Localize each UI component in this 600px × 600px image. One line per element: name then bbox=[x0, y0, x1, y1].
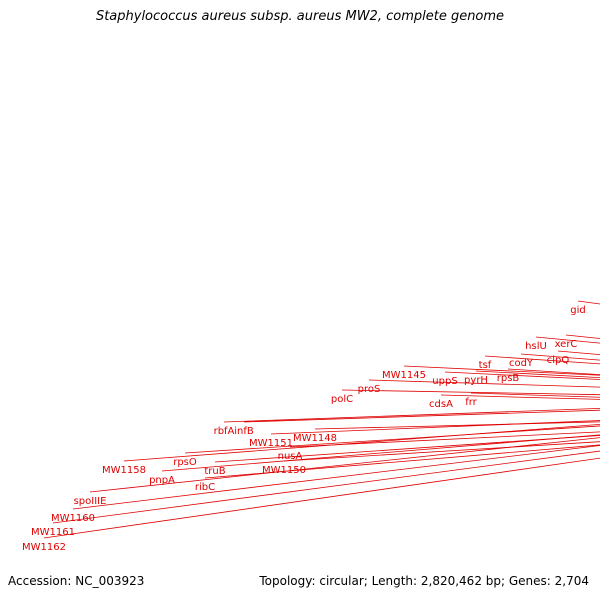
gene-leader-line bbox=[289, 431, 600, 448]
gene-leader-line bbox=[283, 441, 600, 462]
gene-leader-line bbox=[123, 423, 600, 462]
gene-label: uppS bbox=[432, 376, 457, 387]
gene-label: polC bbox=[331, 394, 353, 405]
gene-leader-line bbox=[72, 445, 600, 510]
gene-label: infB bbox=[234, 426, 254, 437]
gene-leader-line bbox=[204, 444, 600, 479]
gene-label: MW1148 bbox=[293, 433, 337, 444]
gene-label: pnpA bbox=[149, 475, 175, 486]
gene-label: frr bbox=[465, 397, 477, 408]
gene-label: MW1161 bbox=[31, 527, 75, 538]
gene-leader-line bbox=[89, 437, 600, 493]
gene-leader-line bbox=[184, 425, 600, 454]
gene-label: spoIIIE bbox=[74, 496, 107, 507]
gene-label: clpQ bbox=[547, 355, 570, 366]
gene-label: MW1158 bbox=[102, 465, 146, 476]
gene-leader-line bbox=[368, 379, 600, 388]
gene-leader-line bbox=[52, 450, 600, 524]
gene-leader-line bbox=[161, 434, 600, 472]
gene-leader-line bbox=[341, 389, 600, 396]
gene-label: MW1160 bbox=[51, 513, 95, 524]
gene-leader-line bbox=[270, 420, 600, 435]
gene-label: gid bbox=[570, 305, 585, 316]
gene-label: rpsB bbox=[497, 373, 520, 384]
gene-label: codY bbox=[509, 358, 534, 369]
gene-label: tsf bbox=[479, 360, 492, 371]
gene-label: hslU bbox=[525, 341, 547, 352]
gene-leader-line bbox=[43, 457, 600, 539]
gene-label: rpsO bbox=[173, 457, 197, 468]
gene-leader-line bbox=[214, 435, 600, 463]
gene-label: proS bbox=[358, 384, 381, 395]
gene-leader-line bbox=[484, 355, 600, 365]
gene-label: ribC bbox=[195, 482, 215, 493]
gene-label: rbfA bbox=[214, 426, 235, 437]
genome-title: Staphylococcus aureus subsp. aureus MW2,… bbox=[95, 9, 505, 24]
genome-summary-text: Topology: circular; Length: 2,820,462 bp… bbox=[259, 574, 589, 588]
gene-label: cdsA bbox=[429, 399, 453, 410]
gene-leader-line bbox=[475, 370, 600, 378]
gene-leader-line bbox=[223, 407, 600, 423]
gene-label: MW1145 bbox=[382, 370, 426, 381]
gene-leader-line bbox=[243, 409, 600, 423]
gene-label: pyrH bbox=[464, 375, 488, 386]
accession-text: Accession: NC_003923 bbox=[8, 574, 145, 588]
gene-label: MW1150 bbox=[262, 465, 306, 476]
gene-label: MW1162 bbox=[22, 542, 66, 553]
gene-label: xerC bbox=[555, 339, 578, 350]
gene-label: MW1151 bbox=[249, 438, 293, 449]
gene-label: truB bbox=[204, 466, 225, 477]
